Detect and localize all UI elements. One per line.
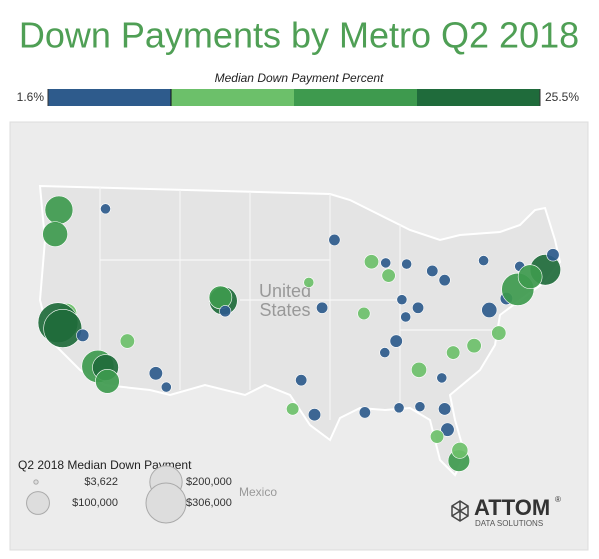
metro-bubble (295, 374, 308, 387)
size-legend-circle (33, 479, 39, 485)
metro-bubble (491, 325, 507, 341)
metro-bubble (43, 309, 83, 348)
title: Down Payments by Metro Q2 2018 (19, 15, 579, 56)
metro-bubble (517, 264, 543, 289)
color-max-label: 25.5% (545, 90, 579, 104)
metro-bubble (316, 301, 329, 314)
metro-bubble (401, 258, 413, 270)
logo-name: ATTOM (474, 495, 550, 520)
state-borders (99, 186, 495, 420)
color-min-label: 1.6% (17, 90, 45, 104)
size-legend-label: $306,000 (186, 497, 232, 509)
metro-bubble (438, 274, 451, 287)
map-label: Mexico (239, 485, 277, 499)
metro-bubble (119, 333, 135, 349)
metro-bubble (286, 402, 300, 416)
metro-bubble (42, 221, 68, 247)
metro-bubble (478, 255, 490, 267)
color-swatch (417, 89, 540, 106)
metro-bubble (208, 285, 233, 310)
size-legend-label: $200,000 (186, 476, 232, 488)
size-legend-title: Q2 2018 Median Down Payment (18, 458, 192, 472)
size-legend: $3,622 $200,000 $100,000 $306,000 (26, 465, 232, 524)
metro-bubble (380, 257, 392, 269)
metro-bubble (44, 195, 74, 225)
metro-bubble (400, 311, 412, 323)
metro-bubble (100, 203, 111, 215)
color-legend-title: Median Down Payment Percent (215, 71, 384, 85)
metro-bubble (446, 345, 461, 360)
metro-bubble (481, 302, 498, 319)
metro-bubble (411, 361, 427, 378)
metro-bubble (76, 328, 90, 342)
metro-bubble (438, 402, 452, 416)
metro-bubble (328, 233, 341, 246)
metro-bubble (414, 401, 426, 413)
logo-mark: ® (555, 495, 561, 504)
size-legend-label: $100,000 (72, 497, 118, 509)
metro-bubble (219, 305, 232, 318)
metro-bubble (307, 408, 322, 422)
color-swatch (171, 89, 294, 106)
metro-bubble (436, 372, 448, 384)
metro-bubble (451, 441, 469, 459)
metro-bubble (546, 248, 560, 262)
metro-bubble (160, 381, 172, 393)
metro-bubble (389, 334, 403, 348)
metro-bubble (429, 429, 445, 444)
logo-tagline: DATA SOLUTIONS (475, 519, 543, 528)
logo: ATTOM ® DATA SOLUTIONS (451, 495, 561, 528)
metro-bubble (95, 369, 120, 394)
metro-bubble (303, 277, 315, 288)
bubbles (37, 195, 561, 472)
map-label: United (259, 281, 311, 301)
metro-bubble (379, 347, 391, 359)
metro-bubble (148, 366, 163, 381)
map: United States Mexico (9, 121, 589, 551)
size-legend-label: $3,622 (84, 476, 118, 488)
color-swatch (294, 89, 417, 106)
size-legend-circle (145, 482, 187, 524)
size-legend-circle (26, 491, 50, 515)
metro-bubble (381, 268, 396, 283)
logo-icon (451, 500, 469, 522)
metro-bubble (396, 294, 408, 306)
metro-bubble (466, 338, 482, 354)
map-label: States (259, 300, 310, 320)
color-swatch (48, 89, 171, 106)
metro-bubble (440, 422, 455, 437)
metro-bubble (393, 402, 405, 414)
metro-bubble (426, 264, 439, 277)
metro-bubble (363, 254, 380, 270)
color-legend (47, 89, 541, 106)
metro-bubble (358, 406, 371, 419)
metro-bubble (357, 306, 371, 321)
metro-bubble (412, 301, 425, 314)
